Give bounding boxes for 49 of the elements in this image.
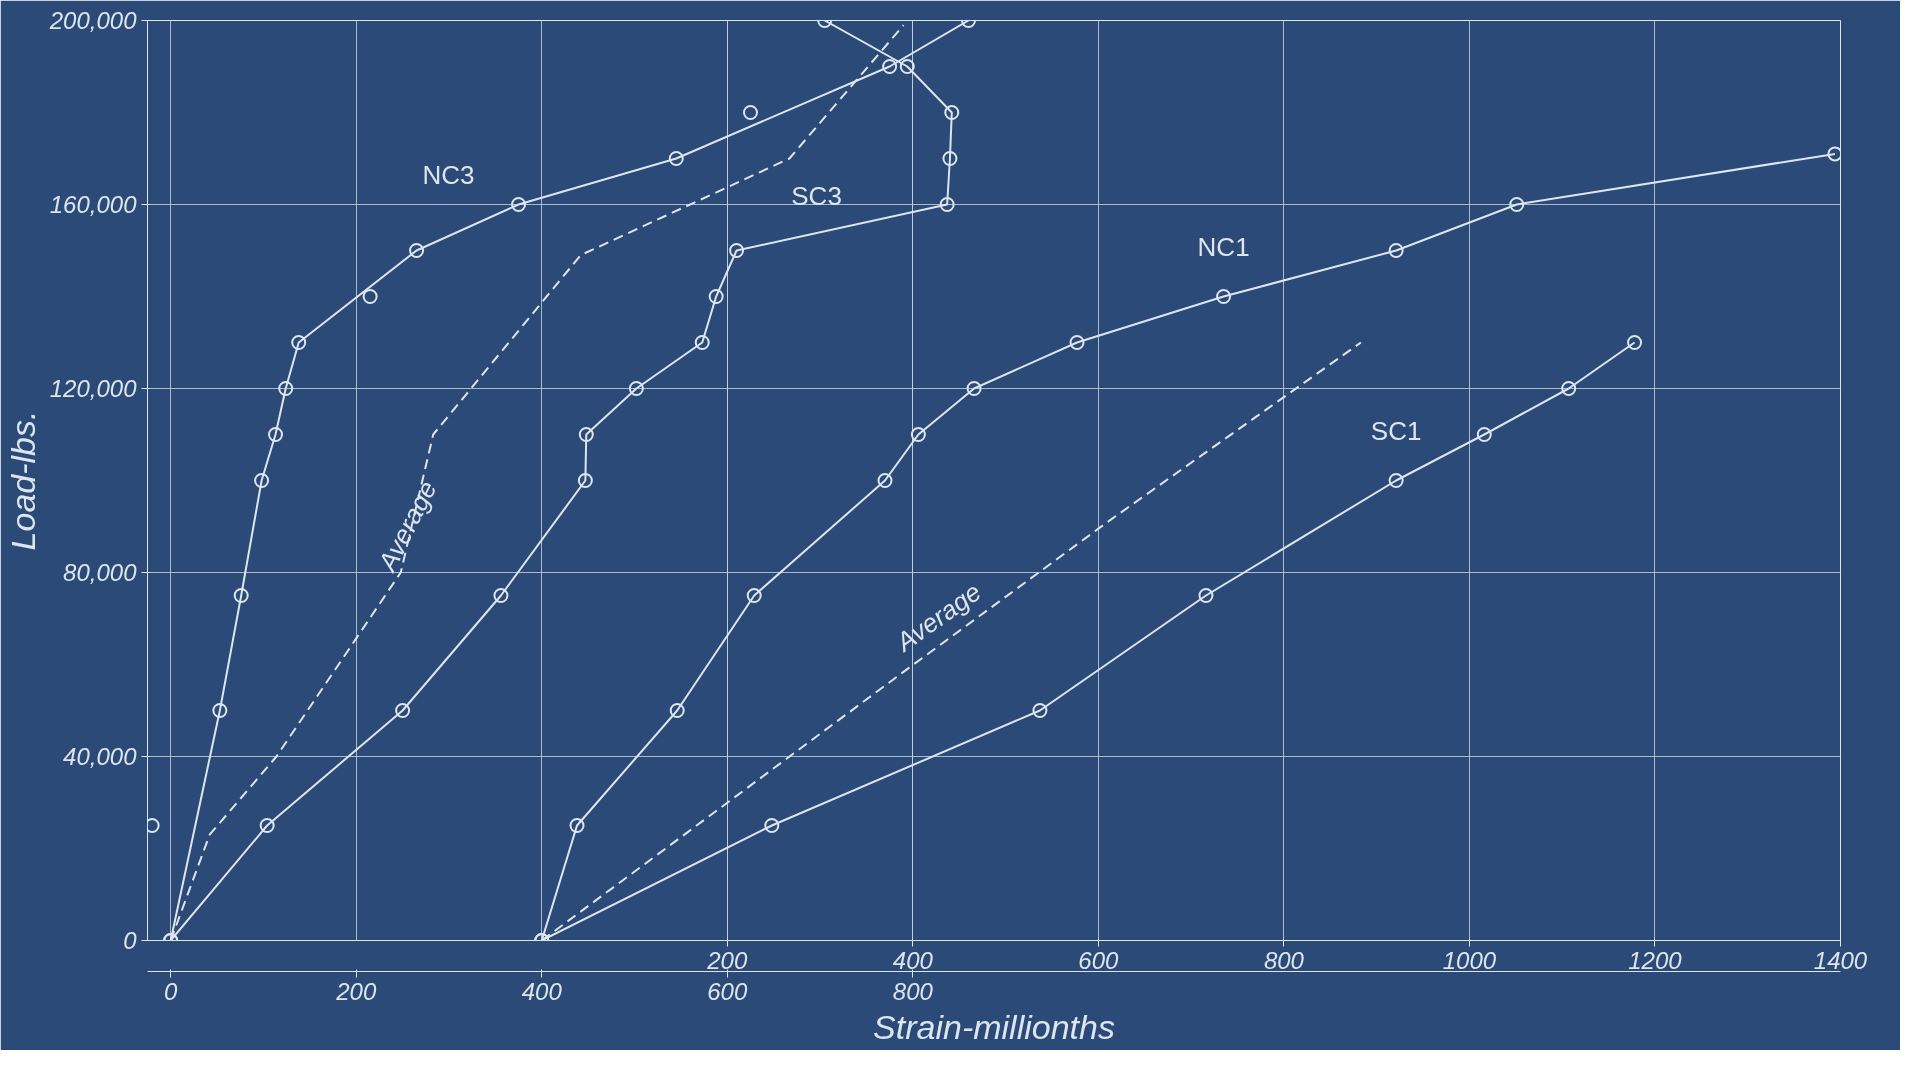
y-tick-label: 40,000 [63,743,138,770]
x-tick-label: 800 [892,977,934,1005]
point [708,289,724,304]
y-axis-title: Load-lbs. [3,410,42,551]
y-tick-label: 0 [123,927,138,954]
point [278,381,294,396]
y-tick-label: 200,000 [48,7,138,34]
x2-tick-label: 1400 [1813,946,1868,974]
x2-tick-label: 1200 [1628,946,1683,974]
y-tick-label: 80,000 [63,559,138,586]
point [395,703,411,718]
y-tick-label: 160,000 [49,191,138,218]
point [212,703,228,718]
point [578,427,594,442]
point [268,427,284,442]
point [233,588,249,603]
point [939,197,955,212]
point [694,335,710,350]
x-axis-title: Strain-millionths [873,1007,1115,1046]
point [944,105,960,120]
point [254,473,270,488]
point [942,151,958,166]
x2-tick-label: 1000 [1442,946,1497,974]
point [882,59,898,74]
series-label: NC1 [1197,231,1250,262]
point [493,588,509,603]
x-tick-label: 600 [707,977,748,1005]
point [511,197,527,212]
point [259,818,275,833]
point [729,243,745,258]
point [628,381,644,396]
x2-tick-label: 400 [892,946,934,974]
point [362,289,378,304]
x2-tick-label: 800 [1263,946,1305,974]
point [742,105,758,120]
point [899,59,915,74]
series-label: SC1 [1370,415,1422,446]
series-label: SC3 [791,180,842,211]
x-tick-label: 200 [335,977,377,1005]
x2-tick-label: 600 [1078,946,1120,974]
point [291,335,307,350]
point [409,243,425,258]
x2-tick-label: 200 [706,946,748,974]
point [577,473,593,488]
x-tick-label: 0 [164,977,179,1005]
point [668,151,684,166]
x-tick-label: 400 [521,977,563,1005]
series-label: NC3 [422,159,475,190]
y-tick-label: 120,000 [49,375,138,402]
